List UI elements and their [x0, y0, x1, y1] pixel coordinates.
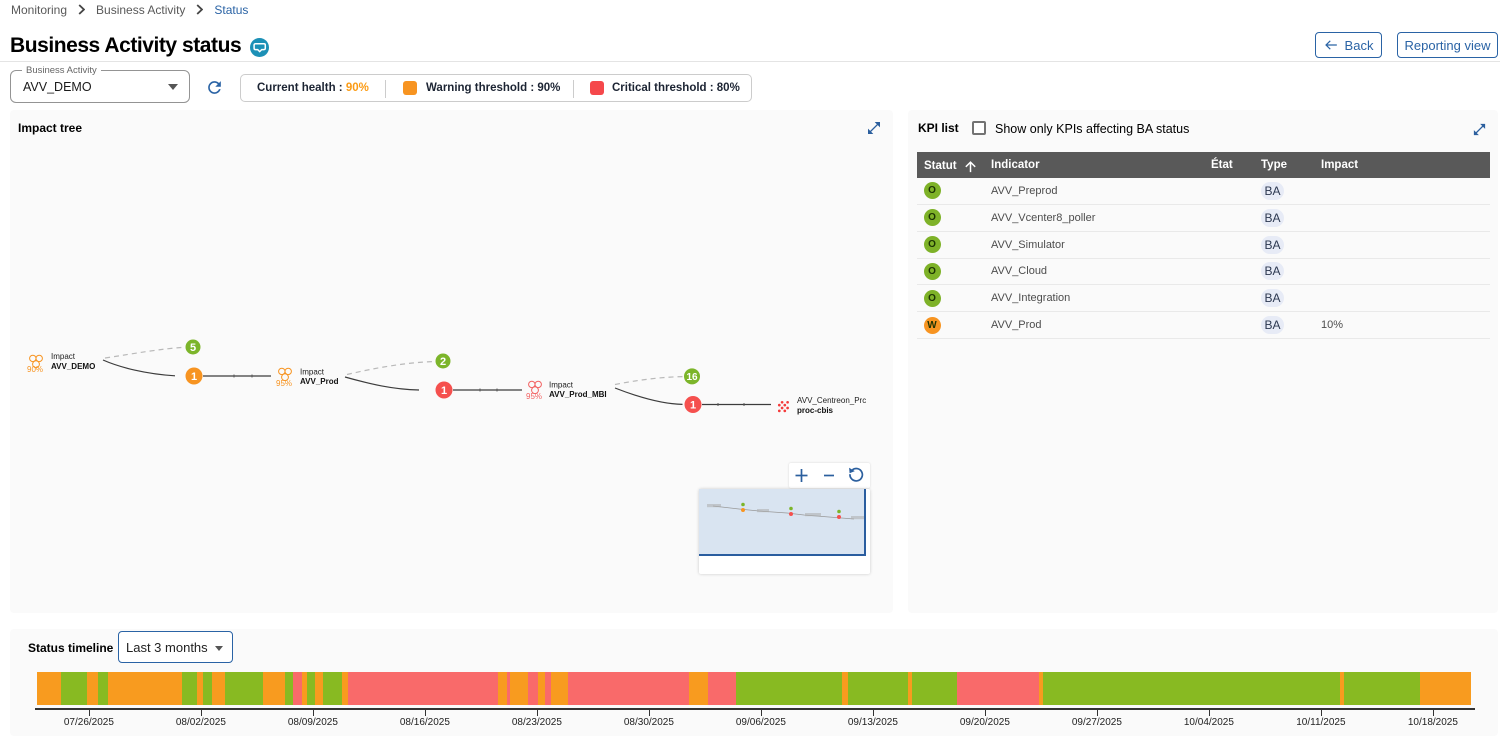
svg-text:AVV_Prod: AVV_Prod: [300, 377, 339, 386]
svg-text:Impact: Impact: [549, 381, 574, 390]
svg-text:AVV_DEMO: AVV_DEMO: [51, 362, 95, 371]
svg-text:16: 16: [686, 372, 698, 383]
svg-text:proc-cbis: proc-cbis: [797, 406, 834, 415]
svg-text:1: 1: [690, 400, 696, 412]
svg-text:AVV_Centreon_Prc: AVV_Centreon_Prc: [797, 396, 866, 405]
svg-text:AVV_Prod_MBI: AVV_Prod_MBI: [549, 390, 607, 399]
svg-text:95%: 95%: [526, 392, 542, 401]
svg-text:Impact: Impact: [300, 368, 325, 377]
svg-text:1: 1: [441, 385, 447, 397]
svg-text:1: 1: [191, 371, 197, 383]
svg-text:Impact: Impact: [51, 352, 76, 361]
svg-text:5: 5: [190, 342, 196, 354]
svg-text:2: 2: [440, 356, 446, 368]
svg-text:95%: 95%: [276, 379, 292, 388]
svg-text:90%: 90%: [27, 365, 43, 374]
